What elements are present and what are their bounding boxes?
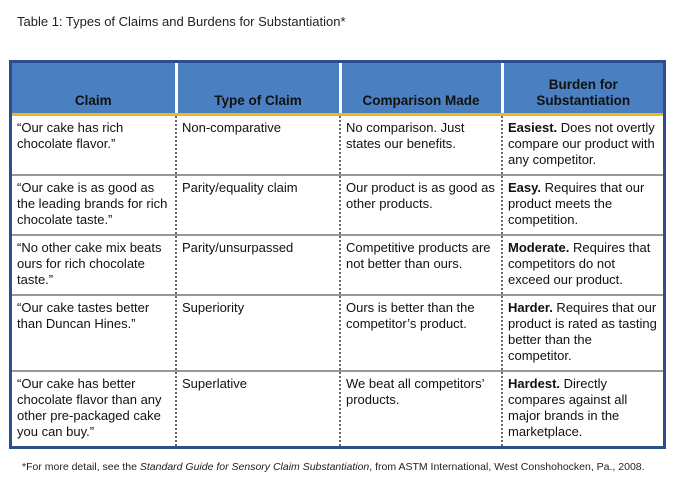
type-cell: Parity/equality claim xyxy=(175,174,340,235)
burden-text: Requires that our product is rated as ta… xyxy=(508,300,657,363)
claim-cell: “Our cake has better chocolate flavor th… xyxy=(12,370,176,446)
burden-text: Directly compares against all major bran… xyxy=(508,376,628,439)
table-row: “Our cake is as good as the leading bran… xyxy=(12,174,663,235)
footnote: *For more detail, see the Standard Guide… xyxy=(22,461,645,474)
burden-cell: Moderate. Requires that competitors do n… xyxy=(501,234,663,295)
footnote-source-title: Standard Guide for Sensory Claim Substan… xyxy=(139,461,370,473)
header-type: Type of Claim xyxy=(174,63,340,116)
footnote-suffix: , from ASTM International, West Conshoho… xyxy=(369,461,645,473)
header-row: Claim Type of Claim Comparison Made Burd… xyxy=(12,63,663,116)
comparison-cell: No comparison. Just states our benefits. xyxy=(339,114,502,175)
burden-cell: Hardest. Directly compares against all m… xyxy=(501,370,663,446)
comparison-cell: Our product is as good as other products… xyxy=(339,174,502,235)
burden-cell: Easiest. Does not overtly compare our pr… xyxy=(501,114,663,175)
table-row: “No other cake mix beats ours for rich c… xyxy=(12,234,663,295)
comparison-cell: We beat all competitors’ products. xyxy=(339,370,502,446)
table-row: “Our cake tastes better than Duncan Hine… xyxy=(12,294,663,371)
type-cell: Non-comparative xyxy=(175,114,340,175)
burden-text: Does not overtly compare our product wit… xyxy=(508,120,655,167)
comparison-cell: Ours is better than the competitor’s pro… xyxy=(339,294,502,371)
table-row: “Our cake has rich chocolate flavor.” Non… xyxy=(12,114,663,175)
burden-text: Requires that our product meets the comp… xyxy=(508,180,645,227)
burden-level: Easiest. xyxy=(508,120,558,135)
header-burden: Burden for Substantiation xyxy=(500,63,663,116)
burden-cell: Harder. Requires that our product is rat… xyxy=(501,294,663,371)
footnote-prefix: *For more detail, see the xyxy=(22,461,140,473)
burden-cell: Easy. Requires that our product meets th… xyxy=(501,174,663,235)
header-comparison: Comparison Made xyxy=(338,63,502,116)
burden-level: Easy. xyxy=(508,180,542,195)
burden-text: Requires that competitors do not exceed … xyxy=(508,240,651,287)
header-claim: Claim xyxy=(12,63,176,116)
claims-table: Claim Type of Claim Comparison Made Burd… xyxy=(9,60,666,449)
table-row: “Our cake has better chocolate flavor th… xyxy=(12,370,663,446)
burden-level: Moderate. xyxy=(508,240,570,255)
type-cell: Superiority xyxy=(175,294,340,371)
table-title: Table 1: Types of Claims and Burdens for… xyxy=(17,14,346,29)
claim-cell: “Our cake is as good as the leading bran… xyxy=(12,174,176,235)
comparison-cell: Competitive products are not better than… xyxy=(339,234,502,295)
burden-level: Hardest. xyxy=(508,376,561,391)
type-cell: Superlative xyxy=(175,370,340,446)
burden-level: Harder. xyxy=(508,300,553,315)
claim-cell: “Our cake has rich chocolate flavor.” xyxy=(17,120,124,151)
claim-cell: “No other cake mix beats ours for rich c… xyxy=(12,234,176,295)
claim-cell: “Our cake tastes better than Duncan Hine… xyxy=(12,294,176,371)
type-cell: Parity/unsurpassed xyxy=(175,234,340,295)
